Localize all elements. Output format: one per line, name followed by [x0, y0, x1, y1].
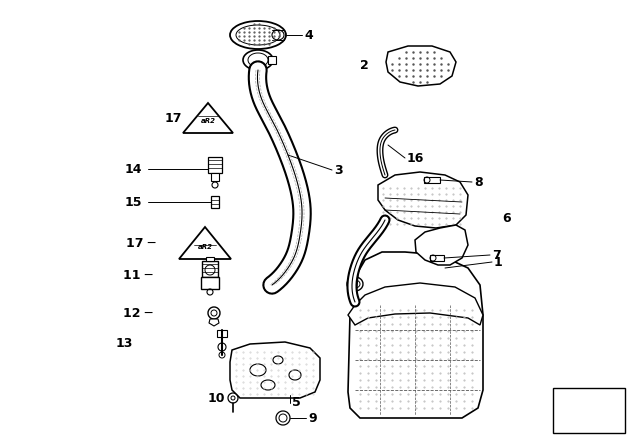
Text: 7: 7	[492, 249, 500, 262]
Polygon shape	[348, 283, 483, 325]
Text: 15: 15	[125, 195, 142, 208]
Polygon shape	[415, 225, 468, 265]
Text: 3: 3	[334, 164, 342, 177]
Polygon shape	[430, 255, 444, 261]
Text: 5: 5	[292, 396, 301, 409]
Polygon shape	[179, 227, 231, 259]
Polygon shape	[211, 196, 219, 208]
Polygon shape	[202, 261, 218, 277]
FancyBboxPatch shape	[268, 56, 276, 64]
Text: 4: 4	[304, 29, 313, 42]
FancyBboxPatch shape	[553, 388, 625, 433]
Text: 11 ─: 11 ─	[123, 268, 152, 281]
Text: 17: 17	[165, 112, 182, 125]
Polygon shape	[386, 46, 456, 86]
Text: 8: 8	[474, 176, 483, 189]
Text: aR2: aR2	[198, 244, 212, 250]
Text: 9: 9	[308, 412, 317, 425]
Text: 6: 6	[502, 211, 511, 224]
Polygon shape	[230, 342, 320, 398]
Polygon shape	[206, 257, 214, 261]
Polygon shape	[201, 277, 219, 289]
Polygon shape	[209, 319, 219, 326]
Polygon shape	[183, 103, 233, 133]
Text: 13: 13	[116, 336, 133, 349]
Polygon shape	[378, 172, 468, 228]
Text: 10: 10	[207, 392, 225, 405]
Polygon shape	[217, 330, 227, 337]
Polygon shape	[424, 177, 440, 183]
Polygon shape	[348, 252, 483, 418]
Polygon shape	[211, 173, 219, 181]
Text: 2: 2	[360, 59, 369, 72]
Polygon shape	[208, 157, 222, 173]
Text: 1: 1	[494, 255, 503, 268]
Text: 12 ─: 12 ─	[123, 306, 152, 319]
Text: 14: 14	[125, 163, 142, 176]
Text: aR2: aR2	[200, 118, 216, 124]
Polygon shape	[561, 406, 611, 422]
Text: 17 ─: 17 ─	[125, 237, 155, 250]
Text: 00153641: 00153641	[570, 426, 607, 435]
Text: 16: 16	[407, 151, 424, 164]
